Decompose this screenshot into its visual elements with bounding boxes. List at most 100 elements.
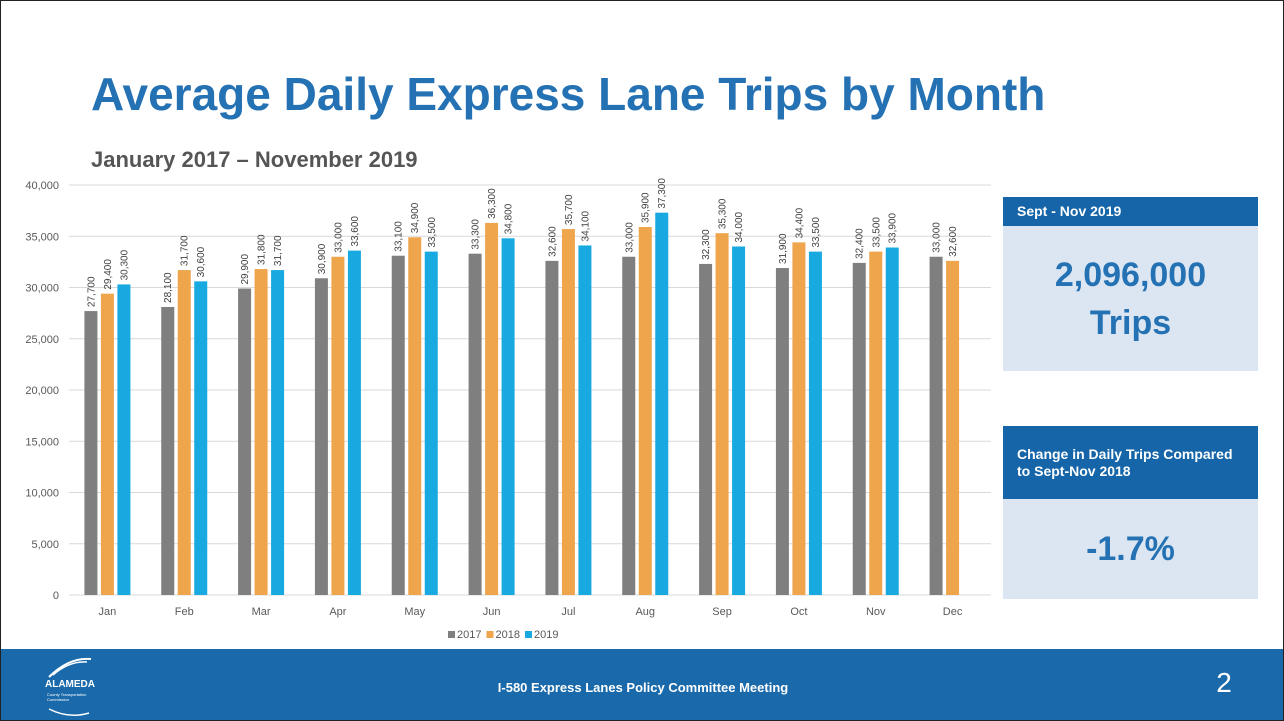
bar <box>117 284 131 595</box>
y-tick-label: 20,000 <box>25 385 59 397</box>
bar <box>622 256 636 595</box>
y-tick-label: 0 <box>53 590 59 602</box>
legend-swatch <box>486 631 494 638</box>
x-tick-label: Nov <box>866 606 886 618</box>
y-tick-label: 10,000 <box>25 488 59 500</box>
data-label: 33,900 <box>888 213 899 244</box>
bar <box>885 247 899 595</box>
footer: ALAMEDA County Transportation Commission… <box>1 649 1283 720</box>
data-label: 34,800 <box>504 203 515 234</box>
legend-swatch <box>524 631 532 638</box>
legend-swatch <box>448 631 455 638</box>
x-tick-label: Aug <box>635 606 655 618</box>
page-number: 2 <box>1216 667 1232 698</box>
bar <box>732 246 746 595</box>
x-tick-label: Oct <box>790 606 807 618</box>
bar <box>578 245 592 595</box>
bar <box>100 293 114 595</box>
bar <box>545 260 559 595</box>
data-label: 32,300 <box>701 229 712 260</box>
chart: 0 5,000 10,000 15,000 20,000 25,000 30,000 35,0… <box>25 178 991 641</box>
bar <box>331 256 345 595</box>
y-tick-label: 30,000 <box>25 283 59 295</box>
data-label: 33,100 <box>394 221 405 252</box>
data-label: 35,700 <box>564 194 575 225</box>
data-label: 34,100 <box>580 210 591 241</box>
bar <box>314 278 328 595</box>
data-label: 33,600 <box>350 216 361 247</box>
bar <box>699 263 713 595</box>
y-tick-label: 15,000 <box>25 436 59 448</box>
logo-subtitle: County Transportation Commission <box>47 692 87 702</box>
bar <box>254 269 268 595</box>
data-label: 35,900 <box>641 192 652 223</box>
panel-value: Trips <box>1089 303 1172 342</box>
x-tick-label: Mar <box>252 606 271 618</box>
data-label: 33,000 <box>624 222 635 253</box>
bar <box>638 227 652 595</box>
panel-header: Change in Daily Trips Compared to Sept-N… <box>1003 426 1258 499</box>
bar <box>177 270 191 595</box>
x-tick-label: Dec <box>943 606 963 618</box>
y-tick-label: 40,000 <box>25 180 59 192</box>
x-tick-label: Sep <box>712 606 732 618</box>
slide-subtitle: January 2017 – November 2019 <box>91 147 418 172</box>
data-label: 29,900 <box>240 254 251 285</box>
data-label: 29,400 <box>103 259 114 290</box>
bar <box>792 242 806 595</box>
data-label: 33,300 <box>471 219 482 250</box>
data-label: 34,900 <box>410 202 421 233</box>
panel-header: Sept - Nov 2019 <box>1003 197 1258 226</box>
data-label: 27,700 <box>86 276 97 307</box>
x-tick-label: Jan <box>99 606 117 618</box>
data-label: 31,800 <box>257 234 268 265</box>
data-label: 35,300 <box>718 198 729 229</box>
bar <box>84 311 98 595</box>
data-label: 31,700 <box>273 235 284 266</box>
bar <box>501 238 515 596</box>
data-label: 33,000 <box>333 222 344 253</box>
data-label: 31,900 <box>778 233 789 264</box>
x-tick-label: May <box>404 606 425 618</box>
data-label: 33,500 <box>871 217 882 248</box>
logo-name: ALAMEDA <box>45 679 95 690</box>
data-label: 31,700 <box>180 235 191 266</box>
legend-label: 2017 <box>457 629 481 641</box>
panel-body: -1.7% <box>1003 499 1258 599</box>
bar <box>485 222 499 596</box>
data-label: 34,400 <box>794 207 805 238</box>
x-tick-label: Apr <box>329 606 346 618</box>
data-label: 33,500 <box>427 217 438 248</box>
bar <box>929 256 943 595</box>
data-label: 32,600 <box>547 226 558 257</box>
bar <box>194 281 208 595</box>
data-label: 28,100 <box>163 272 174 303</box>
data-label: 32,600 <box>948 226 959 257</box>
data-label: 33,500 <box>811 217 822 248</box>
data-label: 37,300 <box>657 178 668 209</box>
bar <box>808 251 822 595</box>
bar <box>946 260 960 595</box>
bar <box>715 233 729 596</box>
bar <box>271 270 285 595</box>
panel-value: -1.7% <box>1086 530 1175 568</box>
bar <box>391 255 405 595</box>
bar <box>869 251 883 595</box>
legend-label: 2018 <box>495 629 519 641</box>
x-tick-label: Feb <box>175 606 194 618</box>
panel-value: 2,096,000 <box>1054 255 1207 294</box>
bar <box>408 237 422 595</box>
data-label: 30,600 <box>196 246 207 277</box>
slide-title: Average Daily Express Lane Trips by Mont… <box>91 68 1046 120</box>
legend-label: 2019 <box>534 629 558 641</box>
bar <box>561 229 575 595</box>
bar <box>775 268 789 595</box>
data-label: 34,000 <box>734 211 745 242</box>
data-label: 32,400 <box>855 228 866 259</box>
y-tick-label: 25,000 <box>25 334 59 346</box>
bar <box>238 288 252 595</box>
footer-text: I-580 Express Lanes Policy Committee Mee… <box>497 680 789 695</box>
y-tick-label: 35,000 <box>25 231 59 243</box>
data-label: 30,300 <box>119 249 130 280</box>
